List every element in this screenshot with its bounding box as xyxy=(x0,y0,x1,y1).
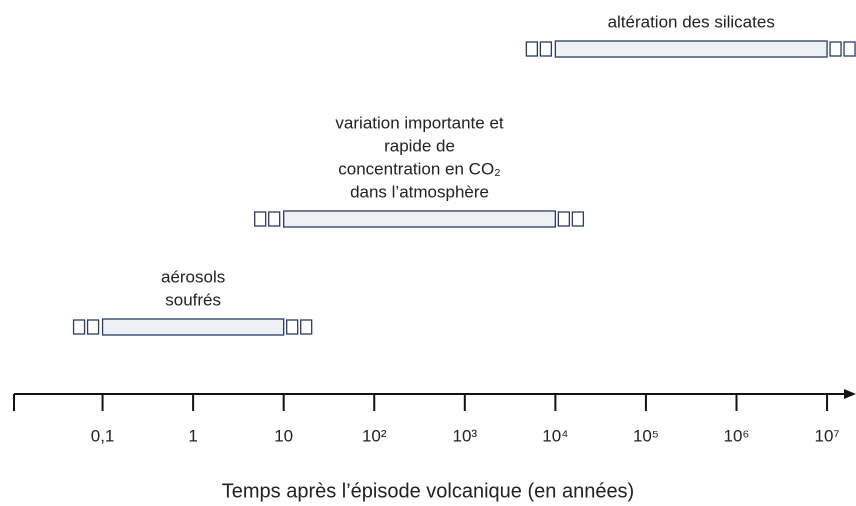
range-label: aérosols xyxy=(161,267,225,286)
x-tick-label: 10⁴ xyxy=(542,426,568,445)
range-extension xyxy=(843,41,856,57)
axis-arrow xyxy=(844,389,856,399)
x-tick-label: 10² xyxy=(362,426,387,445)
range-extension xyxy=(86,319,100,335)
range-label: altération des silicates xyxy=(608,12,775,31)
x-tick-label: 1 xyxy=(188,426,197,445)
x-tick-label: 10 xyxy=(274,426,293,445)
range-extension xyxy=(525,41,539,57)
range-bar xyxy=(101,318,285,336)
x-tick-label: 0,1 xyxy=(91,426,115,445)
range-label: variation importante et xyxy=(335,113,503,132)
range-extension xyxy=(829,41,842,57)
x-tick-label: 10⁶ xyxy=(724,426,750,445)
range-label: soufrés xyxy=(165,290,221,309)
x-tick-label: 10³ xyxy=(453,426,478,445)
x-axis-title: Temps après l’épisode volcanique (en ann… xyxy=(222,480,634,502)
range-extension xyxy=(286,319,299,335)
range-bar xyxy=(554,40,828,58)
range-bar xyxy=(283,210,557,228)
range-extension xyxy=(268,211,281,227)
range-label: concentration en CO₂ xyxy=(338,159,501,178)
range-extension xyxy=(557,211,571,227)
range-extension xyxy=(254,211,267,227)
range-extension xyxy=(539,41,553,57)
range-label: rapide de xyxy=(384,136,455,155)
range-extension xyxy=(300,319,313,335)
x-tick-label: 10⁵ xyxy=(633,426,659,445)
range-extension xyxy=(571,211,585,227)
x-tick-label: 10⁷ xyxy=(815,426,840,445)
range-label: dans l’atmosphère xyxy=(350,182,489,201)
range-extension xyxy=(72,319,86,335)
